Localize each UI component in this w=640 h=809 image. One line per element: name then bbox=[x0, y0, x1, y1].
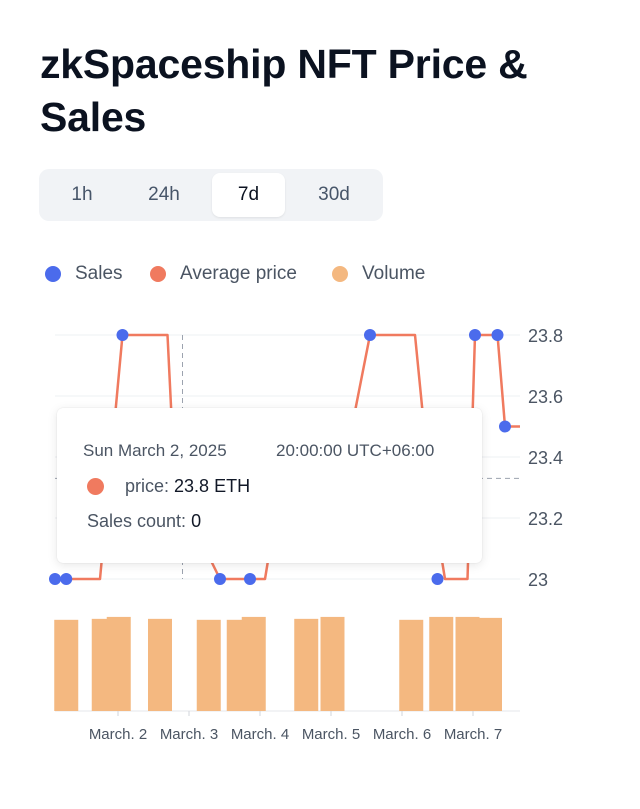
sales-point bbox=[491, 329, 504, 341]
x-tick-label: March. 4 bbox=[231, 726, 289, 743]
y-tick-label: 23.8 bbox=[528, 326, 563, 346]
volume-bars bbox=[54, 616, 502, 711]
x-tick-label: March. 7 bbox=[444, 726, 502, 743]
legend-label-average-price: Average price bbox=[180, 263, 297, 284]
y-axis-ticks: 23 23.2 23.4 23.6 23.8 bbox=[528, 326, 563, 590]
tab-30d[interactable]: 30d bbox=[295, 173, 373, 217]
legend-label-volume: Volume bbox=[362, 263, 426, 284]
volume-bar bbox=[148, 618, 172, 711]
average-price-dot-icon bbox=[150, 266, 166, 282]
volume-dot-icon bbox=[332, 266, 348, 282]
y-tick-label: 23 bbox=[528, 570, 548, 590]
x-tick-label: March. 3 bbox=[160, 726, 218, 743]
sales-point bbox=[60, 573, 73, 585]
volume-bar bbox=[196, 619, 221, 711]
price-dot-icon bbox=[87, 478, 104, 495]
volume-bar bbox=[106, 616, 131, 711]
sales-point bbox=[469, 329, 481, 341]
volume-bar bbox=[320, 616, 345, 711]
sales-points bbox=[49, 329, 511, 585]
legend-item-average-price[interactable]: Average price bbox=[150, 260, 297, 288]
volume-bar bbox=[429, 616, 454, 711]
sales-point bbox=[214, 573, 226, 585]
tooltip-price-key: price: bbox=[125, 476, 170, 496]
sales-point bbox=[431, 573, 444, 585]
y-tick-label: 23.4 bbox=[528, 448, 563, 468]
chart-tooltip: Sun March 2, 2025 20:00:00 UTC+06:00 pri… bbox=[57, 408, 482, 563]
tab-1h[interactable]: 1h bbox=[43, 173, 121, 217]
x-tick-label: March. 2 bbox=[89, 726, 147, 743]
volume-bar bbox=[241, 616, 266, 711]
sales-dot-icon bbox=[45, 266, 61, 282]
tooltip-date: Sun March 2, 2025 bbox=[83, 441, 227, 460]
y-tick-label: 23.2 bbox=[528, 509, 563, 529]
volume-bar bbox=[294, 618, 319, 711]
time-range-tabs: 1h 24h 7d 30d bbox=[39, 169, 383, 221]
volume-bar bbox=[399, 619, 424, 711]
legend-item-volume[interactable]: Volume bbox=[332, 260, 425, 288]
legend-label-sales: Sales bbox=[75, 263, 123, 284]
tooltip-sales: Sales count: 0 bbox=[87, 511, 201, 532]
tab-24h[interactable]: 24h bbox=[125, 173, 203, 217]
sales-point bbox=[49, 573, 61, 585]
x-tick-label: March. 6 bbox=[373, 726, 431, 743]
volume-bar bbox=[455, 616, 480, 711]
volume-bar bbox=[54, 619, 79, 711]
page-title: zkSpaceship NFT Price & Sales bbox=[40, 41, 528, 140]
sales-point bbox=[364, 329, 376, 341]
sales-point bbox=[244, 573, 256, 585]
x-tick-label: March. 5 bbox=[302, 726, 360, 743]
tooltip-price-value: 23.8 ETH bbox=[174, 476, 251, 496]
sales-point bbox=[499, 420, 511, 433]
tooltip-sales-key: Sales count: bbox=[87, 511, 187, 531]
x-axis-ticks: March. 2 March. 3 March. 4 March. 5 March. 6… bbox=[89, 711, 502, 743]
tooltip-price: price: 23.8 ETH bbox=[125, 476, 250, 497]
sales-point bbox=[116, 329, 129, 341]
legend-item-sales[interactable]: Sales bbox=[45, 260, 123, 288]
tab-7d[interactable]: 7d bbox=[212, 173, 285, 217]
tooltip-time: 20:00:00 UTC+06:00 bbox=[276, 441, 435, 460]
volume-bar bbox=[478, 617, 502, 711]
y-tick-label: 23.6 bbox=[528, 387, 563, 407]
tooltip-sales-value: 0 bbox=[191, 511, 202, 531]
